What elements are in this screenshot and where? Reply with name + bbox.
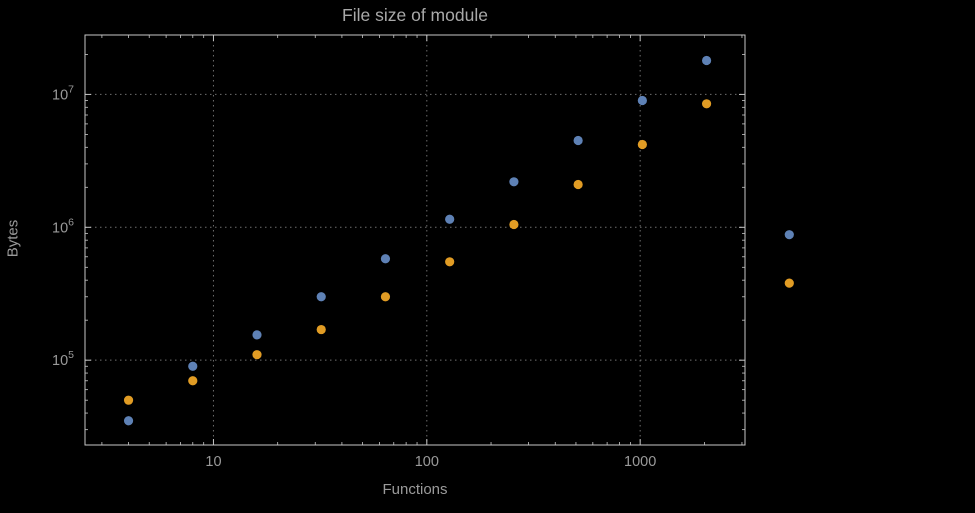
chart-title: File size of module: [342, 5, 488, 25]
data-point-series-1-blue: [701, 55, 712, 66]
data-point-series-2-orange: [252, 350, 262, 360]
y-tick-label: 105: [52, 349, 74, 369]
data-point-series-2-orange: [316, 324, 326, 335]
data-point-series-1-blue: [188, 361, 198, 371]
data-point-series-1-blue: [380, 254, 391, 264]
data-point-series-2-orange: [701, 99, 712, 109]
plot-frame: [84, 34, 746, 446]
data-point-series-1-blue: [637, 95, 647, 106]
data-point-series-1-blue: [573, 135, 583, 146]
data-point-series-1-blue: [445, 214, 455, 224]
x-tick-label: 1000: [624, 454, 656, 470]
data-point-series-2-orange: [123, 395, 134, 405]
data-point-series-2-orange: [188, 376, 198, 386]
data-point-series-2-orange: [380, 292, 391, 302]
data-point-series-1-blue: [784, 230, 794, 240]
data-point-series-2-orange: [509, 219, 519, 230]
data-point-series-2-orange: [784, 278, 794, 288]
data-point-series-2-orange: [573, 179, 583, 190]
x-axis-label: Functions: [382, 481, 448, 498]
data-point-series-1-blue: [509, 177, 519, 187]
data-point-series-1-blue: [252, 330, 262, 340]
data-point-series-2-orange: [637, 139, 647, 150]
data-point-series-2-orange: [445, 257, 455, 267]
x-tick-label: 100: [415, 454, 439, 470]
y-tick-label: 107: [52, 83, 74, 103]
data-point-series-1-blue: [123, 416, 134, 426]
y-tick-label: 106: [52, 216, 74, 236]
data-point-series-1-blue: [316, 292, 326, 302]
x-tick-label: 10: [205, 454, 221, 470]
